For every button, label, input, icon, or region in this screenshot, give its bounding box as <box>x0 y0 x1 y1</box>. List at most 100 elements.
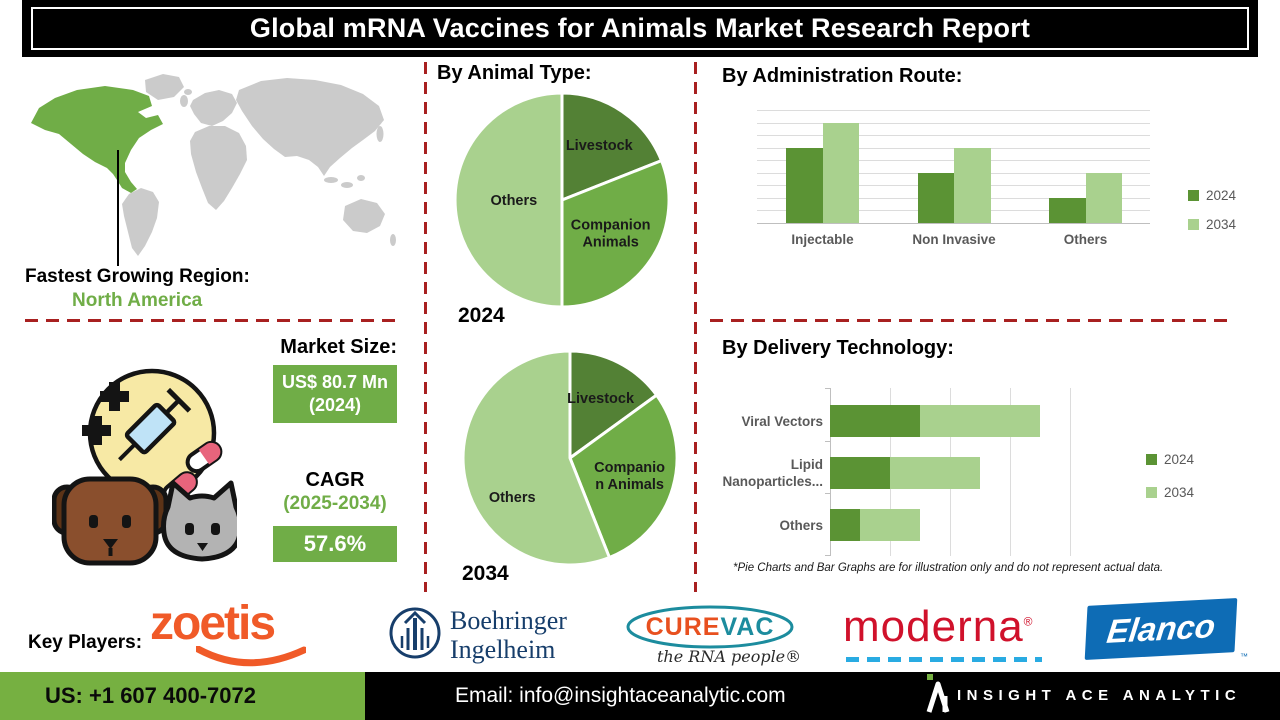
region-new-zealand <box>390 234 396 246</box>
pie-chart-animal-type-2024: Livestock Companion Animals Others <box>453 91 671 309</box>
region-australia <box>343 199 385 233</box>
market-size-value: US$ 80.7 Mn <box>281 372 389 392</box>
bar-2024-others <box>830 509 860 541</box>
category-label: Injectable <box>791 232 854 247</box>
cagr-period: (2025-2034) <box>283 493 387 514</box>
legend-label: 2024 <box>1164 452 1195 467</box>
pie-slice-label: Others <box>490 193 537 209</box>
gridline <box>1010 388 1011 556</box>
syringe-icon <box>118 387 192 462</box>
moderna-reg-mark: ® <box>1023 614 1034 629</box>
divider-right <box>710 319 1230 322</box>
delivery-tech-legend: 2024 2034 <box>1146 452 1194 518</box>
fastest-growing-region-label: Fastest Growing Region: <box>25 266 250 287</box>
bar-2034-others <box>860 509 920 541</box>
bar-2034-lipid-nanoparticles- <box>890 457 980 489</box>
world-map <box>31 74 396 256</box>
pets-vaccine-icon <box>52 368 237 566</box>
region-africa <box>190 126 247 210</box>
divider-vertical-left <box>424 62 427 592</box>
map-pointer-line <box>117 150 119 266</box>
pie-slice-companion-animals <box>568 393 679 559</box>
gridline <box>757 122 1150 124</box>
legend-label: 2024 <box>1206 188 1237 203</box>
footer-black-block <box>365 672 1280 720</box>
axis-tick <box>825 388 830 389</box>
curevac-tagline: the RNA people® <box>657 647 802 666</box>
section-title-admin-route: By Administration Route: <box>722 65 963 87</box>
curevac-ellipse-icon <box>626 605 794 649</box>
legend-item-2024: 2024 <box>1188 188 1236 203</box>
legend-label: 2034 <box>1164 485 1195 500</box>
pie-slice-label: Companio n Animals <box>594 460 665 493</box>
zoetis-swoosh-icon <box>196 646 306 667</box>
category-label: Viral Vectors <box>741 413 823 429</box>
region-philippines <box>357 175 365 181</box>
delivery-tech-category-labels: Viral Vectors Lipid Nanoparticles... Others <box>690 395 823 551</box>
region-asia <box>236 78 384 176</box>
gridline <box>757 110 1150 111</box>
divider-left <box>25 319 395 322</box>
delivery-tech-bar-chart <box>825 388 1082 556</box>
axis-tick <box>825 441 830 442</box>
region-japan <box>376 126 384 142</box>
category-label: Others <box>1063 232 1108 247</box>
boehringer-emblem-icon <box>389 607 441 659</box>
boehringer-line1: Boehringer <box>450 606 567 635</box>
region-iceland <box>184 89 192 95</box>
market-size-label: Market Size: <box>280 336 397 358</box>
bar-2034-others <box>1085 172 1122 223</box>
axis-tick <box>825 555 830 556</box>
category-label: Lipid Nanoparticles... <box>722 457 823 489</box>
axis-tick <box>825 493 830 494</box>
footer-green-block <box>0 672 365 720</box>
pie-slice-others <box>461 349 611 567</box>
bar-2034-non-invasive <box>954 147 991 223</box>
pie-slice-label: Others <box>489 490 536 506</box>
insight-ace-logo-icon <box>926 674 950 713</box>
cat-icon <box>161 480 237 562</box>
gridline <box>757 147 1150 149</box>
fastest-growing-region-value: North America <box>72 290 203 311</box>
elanco-logo: Elanco <box>1084 597 1238 661</box>
region-north-america-highlighted <box>31 86 163 193</box>
pie-slice-label: Companion Animals <box>571 218 651 251</box>
pie-slice-label: Livestock <box>566 138 634 154</box>
pie-slice-livestock <box>560 91 663 202</box>
bar-2024-injectable <box>786 147 823 223</box>
gridline <box>757 160 1150 162</box>
section-title-animal-type: By Animal Type: <box>437 62 592 84</box>
region-indonesia <box>324 177 338 183</box>
legend-swatch <box>1146 454 1157 465</box>
region-south-america <box>122 188 159 256</box>
zoetis-logo: zoetis <box>150 597 276 650</box>
curevac-vac: VAC <box>720 612 775 641</box>
legend-swatch <box>1188 219 1199 230</box>
dog-icon <box>52 476 169 566</box>
bar-2024-viral-vectors <box>830 405 920 437</box>
footer-email: Email: info@insightaceanalytic.com <box>455 684 786 707</box>
x-axis-line <box>757 223 1150 224</box>
legend-item-2034: 2034 <box>1146 485 1194 500</box>
category-label: Non Invasive <box>912 232 996 247</box>
region-europe <box>190 90 237 126</box>
bar-2034-viral-vectors <box>920 405 1040 437</box>
bar-2024-lipid-nanoparticles- <box>830 457 890 489</box>
page-title: Global mRNA Vaccines for Animals Market … <box>249 13 1031 43</box>
pill-icon <box>185 440 223 474</box>
title-bar: Global mRNA Vaccines for Animals Market … <box>22 0 1258 57</box>
pie-slice-label: Livestock <box>567 391 635 407</box>
moderna-logo: moderna® <box>843 602 1034 652</box>
disclaimer-footnote: *Pie Charts and Bar Graphs are for illus… <box>733 562 1164 574</box>
cagr-label: CAGR <box>305 469 365 491</box>
region-island <box>341 182 353 188</box>
pie-year-2034: 2034 <box>462 562 509 585</box>
market-size-year: (2024) <box>308 395 362 415</box>
pie-slice-others <box>453 91 564 309</box>
elanco-tm-mark: ™ <box>1240 652 1248 661</box>
market-size-value-box: US$ 80.7 Mn (2024) <box>273 365 397 423</box>
elanco-word: Elanco <box>1104 607 1218 650</box>
region-greenland <box>145 74 184 100</box>
section-title-delivery-tech: By Delivery Technology: <box>722 337 954 359</box>
